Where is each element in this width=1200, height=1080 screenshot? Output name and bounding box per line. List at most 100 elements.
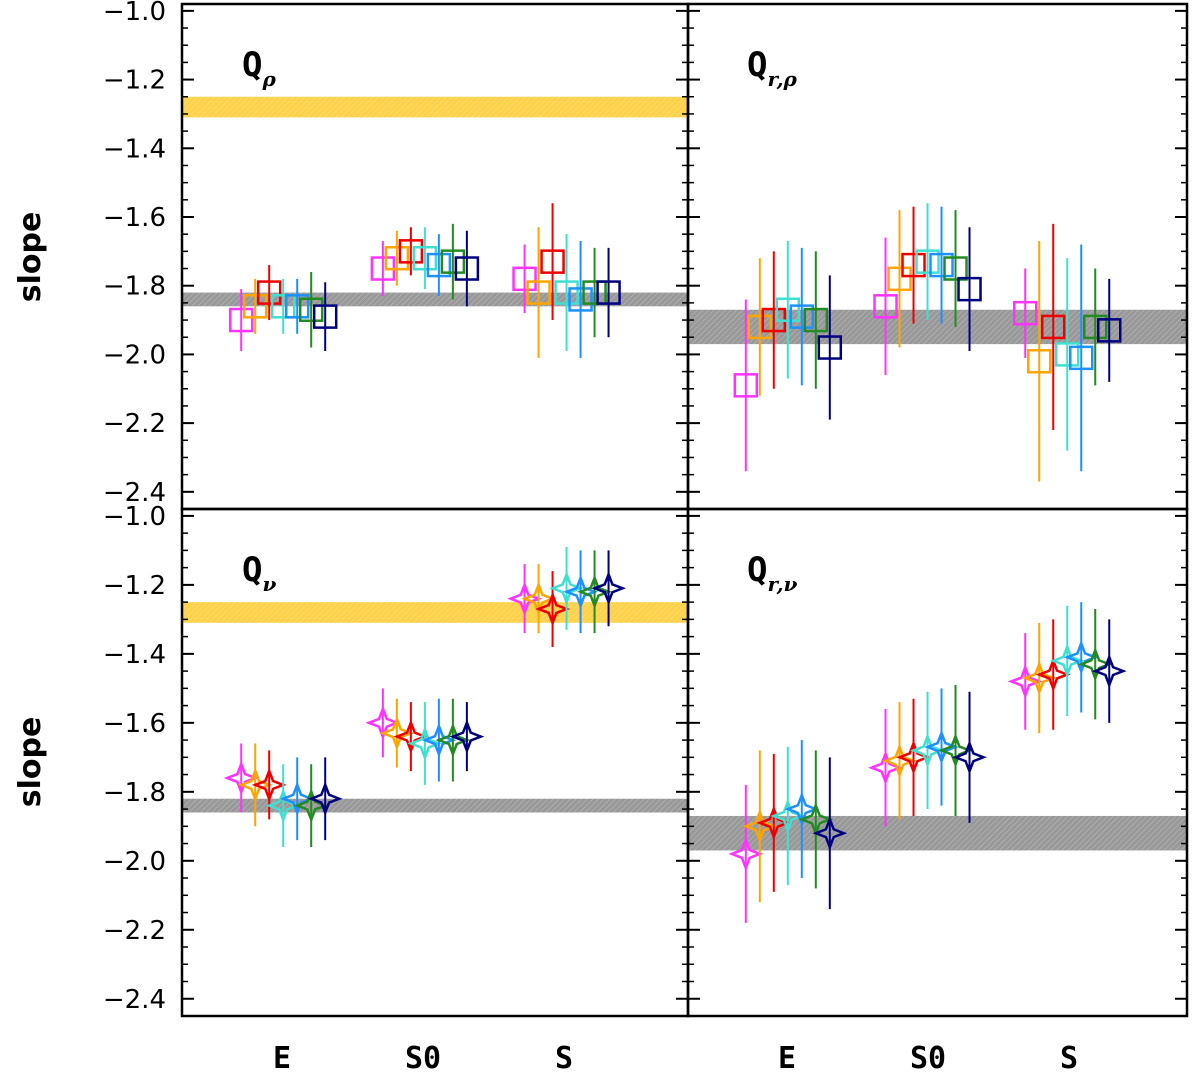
point-q-nu-S-2 (535, 591, 571, 627)
point-q-r-rho-S0-3 (915, 249, 940, 274)
band-hatch-q-rho-0 (182, 96, 688, 118)
point-q-nu-E-3 (265, 788, 301, 824)
x-category-labels-left: E S0 S (273, 1041, 573, 1076)
point-q-r-rho-S-1 (1026, 349, 1052, 374)
point-q-rho-E-6 (312, 304, 338, 329)
point-q-rho-E-2 (256, 280, 282, 305)
point-q-rho-S-6 (596, 280, 621, 305)
point-q-nu-S0-3 (407, 726, 443, 761)
point-q-rho-S-1 (526, 280, 551, 305)
point-q-r-nu-E-4 (784, 791, 820, 827)
panel-title-q-r-rho-main: Q (747, 45, 767, 85)
y-tick-label: −1.2 (103, 66, 166, 96)
panels: −1.0−1.2−1.4−1.6−1.8−2.0−2.2−2.4−1.0−1.2… (103, 0, 1189, 1018)
x-label-s-right: S (1060, 1041, 1078, 1076)
point-q-rho-S-3 (554, 280, 579, 305)
point-q-r-nu-S-5 (1077, 646, 1113, 682)
point-q-r-nu-S-4 (1063, 639, 1099, 675)
point-q-rho-E-3 (270, 294, 296, 319)
point-q-r-rho-S0-1 (887, 266, 912, 292)
y-tick-label: −2.2 (103, 916, 166, 946)
point-q-r-rho-E-4 (789, 304, 815, 329)
panel-title-q-r-rho-subscript: r,ρ (767, 67, 797, 91)
point-q-r-nu-S-1 (1021, 660, 1057, 696)
point-q-rho-S-0 (512, 266, 537, 292)
point-q-rho-S0-1 (384, 245, 410, 271)
panel-title-q-rho-main: Q (242, 45, 262, 85)
point-q-r-nu-E-0 (728, 836, 764, 872)
y-axis-q-r-nu (688, 514, 1187, 1000)
point-q-nu-S-3 (549, 570, 585, 606)
y-tick-label: −1.2 (103, 571, 166, 601)
panel-title-q-r-nu-subscript: r,ν (767, 572, 797, 596)
x-label-e-left: E (273, 1041, 291, 1076)
point-q-rho-S-5 (582, 280, 607, 305)
point-q-rho-S0-5 (440, 249, 466, 274)
x-label-s0-right: S0 (910, 1041, 946, 1076)
point-q-r-rho-S0-5 (943, 256, 968, 281)
y-axis-q-rho: −1.0 −1.2 −1.4 −1.6 −1.8 −2.0 −2.2 −2.4 (103, 0, 688, 508)
y-tick-label: −1.6 (103, 203, 166, 233)
point-q-r-rho-S0-2 (901, 252, 926, 278)
panel-title-q-nu-main: Q (242, 550, 262, 590)
point-q-r-rho-E-3 (775, 297, 801, 322)
x-label-s-left: S (555, 1041, 573, 1076)
band-hatch-q-nu-1 (182, 798, 688, 813)
x-label-e-right: E (778, 1041, 796, 1076)
point-q-r-nu-S-2 (1035, 657, 1071, 693)
y-tick-label: −2.0 (103, 340, 166, 370)
point-q-r-rho-S-6 (1096, 318, 1122, 343)
point-q-nu-S-6 (591, 570, 627, 606)
point-q-r-nu-S0-6 (952, 739, 987, 775)
point-q-nu-S-1 (521, 581, 557, 617)
point-q-r-nu-S0-1 (882, 743, 917, 779)
point-q-nu-E-5 (293, 788, 329, 824)
point-q-nu-S0-0 (365, 705, 401, 741)
point-q-rho-S0-4 (426, 252, 452, 278)
panel-q-r-rho (686, 2, 1189, 511)
point-q-nu-S0-1 (379, 715, 415, 751)
panel-title-q-r-nu: Qr,ν (747, 550, 798, 596)
y-tick-label: −1.0 (103, 0, 166, 27)
point-q-r-nu-E-2 (756, 805, 792, 841)
x-label-s0-left: S0 (405, 1041, 441, 1076)
point-q-r-nu-S0-5 (938, 732, 973, 768)
point-q-rho-E-1 (242, 294, 268, 319)
point-q-r-rho-S0-6 (957, 276, 982, 302)
point-q-rho-S0-2 (398, 239, 424, 264)
panel-title-q-rho-subscript: ρ (261, 67, 276, 91)
point-q-nu-S0-2 (393, 719, 429, 755)
point-q-r-rho-S0-0 (873, 294, 898, 319)
point-q-nu-E-4 (279, 781, 315, 817)
point-q-r-rho-E-1 (747, 314, 773, 340)
y-tick-label: −1.8 (103, 272, 166, 302)
point-q-r-rho-S0-4 (929, 252, 954, 278)
point-q-r-nu-S-6 (1091, 653, 1127, 689)
point-q-r-rho-E-6 (817, 335, 843, 360)
point-q-r-rho-E-5 (803, 307, 829, 333)
y-tick-label: −1.8 (103, 778, 166, 808)
point-q-nu-S0-6 (449, 719, 485, 755)
y-tick-label: −2.4 (103, 478, 166, 508)
point-q-rho-S0-3 (412, 245, 438, 271)
point-q-r-rho-S-2 (1040, 314, 1066, 340)
point-q-r-rho-S-5 (1082, 314, 1108, 340)
y-tick-label: −2.2 (103, 409, 166, 439)
point-q-r-nu-S0-3 (910, 732, 945, 768)
panel-title-q-rho: Qρ (242, 45, 276, 91)
y-tick-label: −2.0 (103, 847, 166, 877)
y-axis-q-nu: −1.0 −1.2 −1.4 −1.6 −1.8 −2.0 −2.2 −2.4 (103, 502, 688, 1015)
point-q-r-nu-S0-2 (896, 739, 931, 775)
point-q-rho-S-4 (568, 287, 593, 312)
point-q-r-nu-S-3 (1049, 643, 1085, 679)
point-q-r-rho-S-4 (1068, 345, 1094, 371)
y-tick-label: −2.4 (103, 985, 166, 1015)
panel-frame-q-r-nu (686, 507, 1189, 1018)
point-q-r-nu-S0-0 (868, 750, 903, 786)
point-q-nu-E-2 (251, 767, 287, 803)
y-axis-label-top: slope (13, 212, 48, 303)
point-q-rho-E-4 (284, 294, 310, 319)
point-q-rho-E-0 (228, 307, 254, 333)
point-q-r-nu-S-0 (1007, 663, 1043, 699)
point-q-r-nu-E-3 (770, 798, 806, 834)
